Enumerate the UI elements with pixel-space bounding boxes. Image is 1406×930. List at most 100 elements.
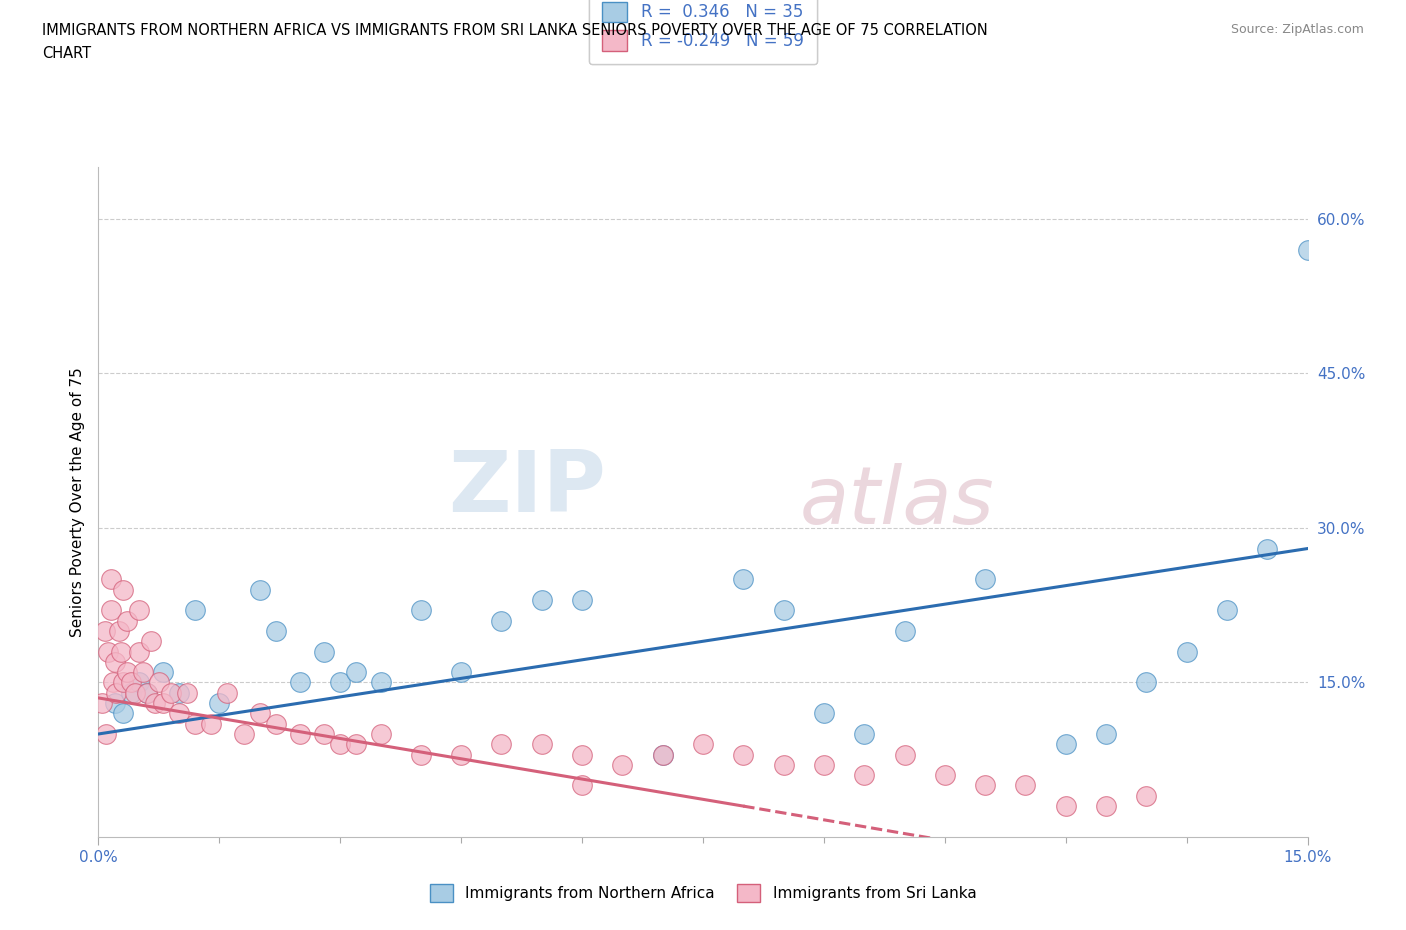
Point bbox=[772, 603, 794, 618]
Y-axis label: Seniors Poverty Over the Age of 75: Seniors Poverty Over the Age of 75 bbox=[69, 367, 84, 637]
Text: Source: ZipAtlas.com: Source: ZipAtlas.com bbox=[1230, 23, 1364, 36]
Point bbox=[217, 685, 239, 700]
Point bbox=[733, 572, 755, 587]
Point bbox=[853, 726, 876, 741]
Point bbox=[249, 582, 271, 597]
Point bbox=[184, 716, 207, 731]
Point bbox=[111, 706, 134, 721]
Point bbox=[1175, 644, 1198, 659]
Point bbox=[128, 603, 150, 618]
Point bbox=[491, 737, 513, 751]
Point bbox=[370, 726, 392, 741]
Point bbox=[132, 665, 155, 680]
Text: atlas: atlas bbox=[800, 463, 994, 541]
Point bbox=[167, 685, 190, 700]
Point bbox=[612, 757, 634, 772]
Legend: Immigrants from Northern Africa, Immigrants from Sri Lanka: Immigrants from Northern Africa, Immigra… bbox=[419, 873, 987, 913]
Point bbox=[1014, 778, 1036, 793]
Point bbox=[148, 675, 170, 690]
Point bbox=[530, 592, 553, 607]
Point bbox=[692, 737, 714, 751]
Point bbox=[135, 685, 157, 700]
Point bbox=[853, 768, 876, 783]
Point bbox=[813, 706, 835, 721]
Point bbox=[288, 675, 311, 690]
Point bbox=[1296, 243, 1319, 258]
Point bbox=[96, 726, 118, 741]
Point bbox=[974, 778, 997, 793]
Point bbox=[120, 685, 142, 700]
Point bbox=[409, 603, 432, 618]
Point bbox=[571, 592, 593, 607]
Point bbox=[530, 737, 553, 751]
Point bbox=[264, 716, 287, 731]
Point bbox=[651, 747, 673, 762]
Point bbox=[103, 696, 125, 711]
Point bbox=[344, 737, 367, 751]
Point bbox=[329, 675, 352, 690]
Point bbox=[167, 706, 190, 721]
Point bbox=[491, 613, 513, 628]
Point bbox=[103, 655, 125, 670]
Point bbox=[651, 747, 673, 762]
Point bbox=[314, 726, 336, 741]
Point bbox=[772, 757, 794, 772]
Point bbox=[120, 675, 142, 690]
Point bbox=[184, 603, 207, 618]
Point bbox=[139, 634, 162, 649]
Point bbox=[111, 675, 134, 690]
Point bbox=[1135, 675, 1157, 690]
Point bbox=[208, 696, 231, 711]
Point bbox=[1054, 737, 1077, 751]
Point bbox=[115, 613, 138, 628]
Point bbox=[200, 716, 222, 731]
Point bbox=[409, 747, 432, 762]
Point bbox=[1095, 726, 1118, 741]
Point bbox=[91, 696, 114, 711]
Point bbox=[124, 685, 146, 700]
Point bbox=[128, 675, 150, 690]
Point bbox=[1095, 799, 1118, 814]
Point bbox=[370, 675, 392, 690]
Point bbox=[344, 665, 367, 680]
Point bbox=[974, 572, 997, 587]
Text: IMMIGRANTS FROM NORTHERN AFRICA VS IMMIGRANTS FROM SRI LANKA SENIORS POVERTY OVE: IMMIGRANTS FROM NORTHERN AFRICA VS IMMIG… bbox=[42, 23, 988, 38]
Point bbox=[128, 644, 150, 659]
Point bbox=[314, 644, 336, 659]
Point bbox=[934, 768, 956, 783]
Point bbox=[110, 644, 132, 659]
Point bbox=[1256, 541, 1278, 556]
Point bbox=[1135, 789, 1157, 804]
Point bbox=[152, 696, 174, 711]
Point bbox=[264, 623, 287, 638]
Point bbox=[100, 572, 122, 587]
Point bbox=[111, 582, 134, 597]
Point bbox=[733, 747, 755, 762]
Point bbox=[571, 778, 593, 793]
Point bbox=[288, 726, 311, 741]
Point bbox=[100, 603, 122, 618]
Point bbox=[152, 665, 174, 680]
Point bbox=[571, 747, 593, 762]
Point bbox=[813, 757, 835, 772]
Point bbox=[329, 737, 352, 751]
Point bbox=[450, 665, 472, 680]
Legend: R =  0.346   N = 35, R = -0.249   N = 59: R = 0.346 N = 35, R = -0.249 N = 59 bbox=[589, 0, 817, 64]
Point bbox=[1054, 799, 1077, 814]
Point bbox=[115, 665, 138, 680]
Point bbox=[176, 685, 198, 700]
Point bbox=[101, 675, 124, 690]
Point bbox=[143, 696, 166, 711]
Point bbox=[94, 623, 117, 638]
Point bbox=[1216, 603, 1239, 618]
Text: ZIP: ZIP bbox=[449, 447, 606, 530]
Text: CHART: CHART bbox=[42, 46, 91, 61]
Point bbox=[893, 747, 915, 762]
Point bbox=[249, 706, 271, 721]
Point bbox=[135, 685, 157, 700]
Point bbox=[160, 685, 183, 700]
Point bbox=[450, 747, 472, 762]
Point bbox=[893, 623, 915, 638]
Point bbox=[105, 685, 128, 700]
Point bbox=[107, 623, 129, 638]
